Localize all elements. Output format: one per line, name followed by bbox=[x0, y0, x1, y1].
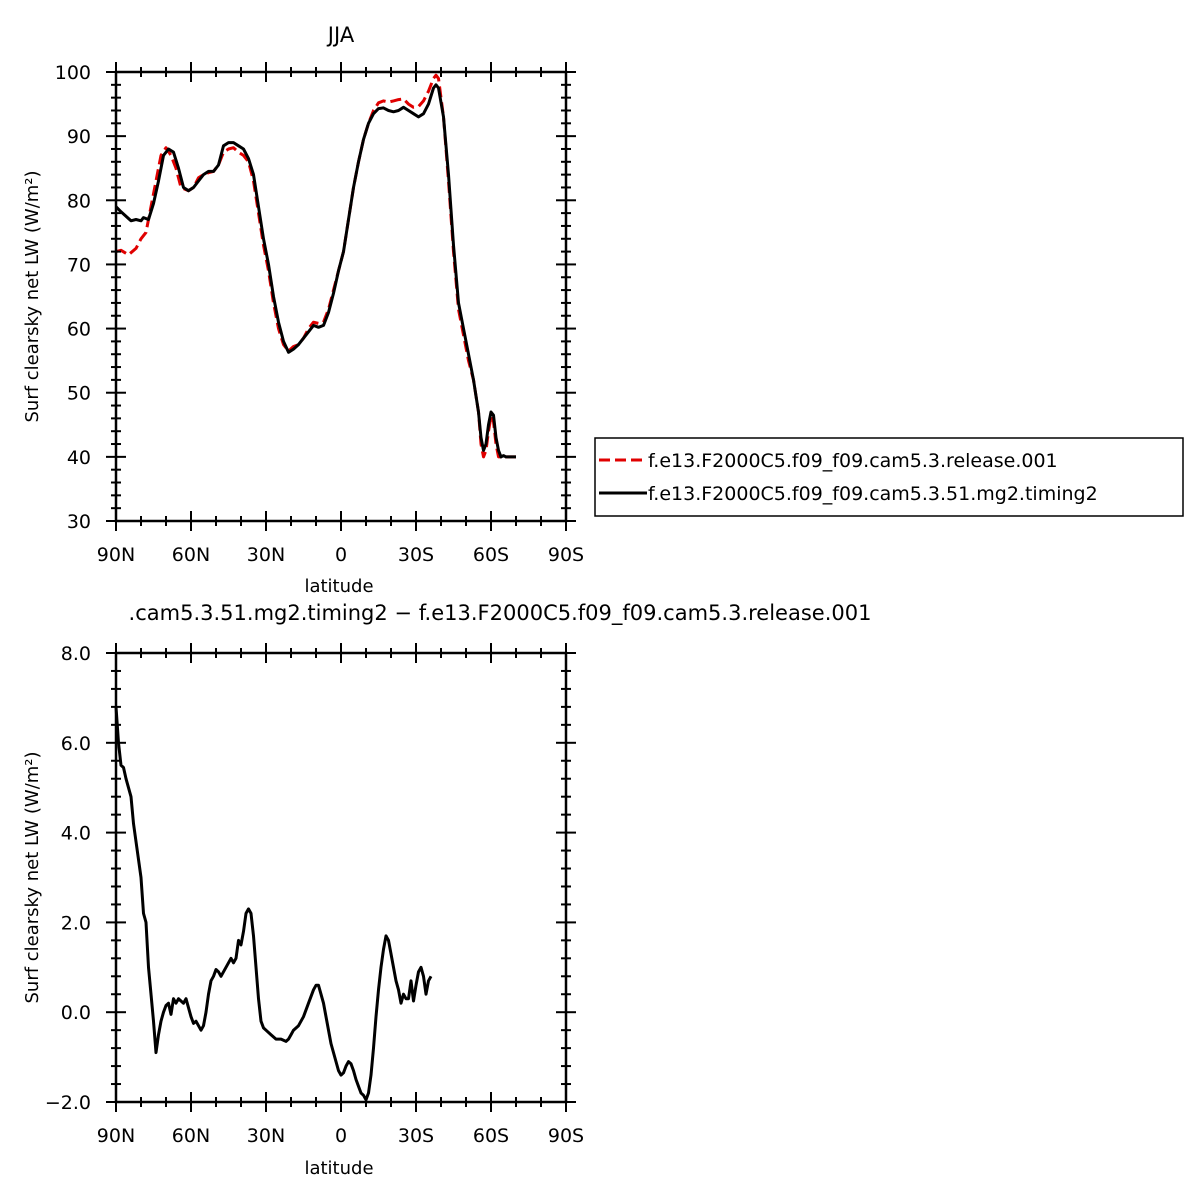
y-tick-label: 0.0 bbox=[61, 1002, 91, 1024]
x-tick-label: 30N bbox=[247, 1125, 285, 1147]
x-tick-label: 60S bbox=[473, 544, 509, 566]
y-tick-label: 50 bbox=[67, 383, 91, 405]
y-axis-label: Surf clearsky net LW (W/m²) bbox=[22, 751, 43, 1003]
y-tick-label: 90 bbox=[67, 126, 91, 148]
y-tick-label: 40 bbox=[67, 447, 91, 469]
y-tick-label: 6.0 bbox=[61, 733, 91, 755]
y-tick-label: 30 bbox=[67, 511, 91, 533]
legend-label-2: f.e13.F2000C5.f09_f09.cam5.3.51.mg2.timi… bbox=[648, 483, 1098, 505]
x-tick-label: 30S bbox=[398, 544, 434, 566]
y-tick-label: 80 bbox=[67, 190, 91, 212]
x-tick-label: 90N bbox=[97, 1125, 135, 1147]
plot-frame bbox=[114, 651, 568, 1104]
x-tick-label: 90S bbox=[548, 544, 584, 566]
series-line-1 bbox=[114, 706, 433, 1102]
x-tick-label: 60N bbox=[172, 544, 210, 566]
x-tick-label: 30N bbox=[247, 544, 285, 566]
chart-title: JJA bbox=[326, 23, 355, 47]
x-tick-label: 0 bbox=[335, 544, 347, 566]
legend-box bbox=[594, 437, 1184, 517]
y-tick-label: 8.0 bbox=[61, 643, 91, 665]
x-tick-label: 60S bbox=[473, 1125, 509, 1147]
y-tick-label: 4.0 bbox=[61, 823, 91, 845]
y-tick-label: 60 bbox=[67, 319, 91, 341]
chart-title: .cam5.3.51.mg2.timing2 − f.e13.F2000C5.f… bbox=[129, 601, 872, 626]
y-tick-label: −2.0 bbox=[45, 1092, 91, 1114]
x-tick-label: 90S bbox=[548, 1125, 584, 1147]
x-tick-label: 60N bbox=[172, 1125, 210, 1147]
chart-bottom-difference: .cam5.3.51.mg2.timing2 − f.e13.F2000C5.f… bbox=[22, 601, 871, 1179]
y-tick-label: 100 bbox=[55, 62, 91, 84]
legend-label-1: f.e13.F2000C5.f09_f09.cam5.3.release.001 bbox=[648, 450, 1058, 472]
x-tick-label: 30S bbox=[398, 1125, 434, 1147]
y-tick-label: 2.0 bbox=[61, 912, 91, 934]
series-line-2 bbox=[114, 83, 516, 459]
x-axis-label: latitude bbox=[304, 576, 373, 597]
x-tick-label: 90N bbox=[97, 544, 135, 566]
y-axis-label: Surf clearsky net LW (W/m²) bbox=[22, 170, 43, 422]
y-tick-label: 70 bbox=[67, 254, 91, 276]
x-axis-label: latitude bbox=[304, 1158, 373, 1179]
x-tick-label: 0 bbox=[335, 1125, 347, 1147]
chart-top-jja: JJA 90N 60N 30N 0 30S 60S 90S 30 40 50 60 70 80 90 100 l… bbox=[22, 23, 1184, 597]
